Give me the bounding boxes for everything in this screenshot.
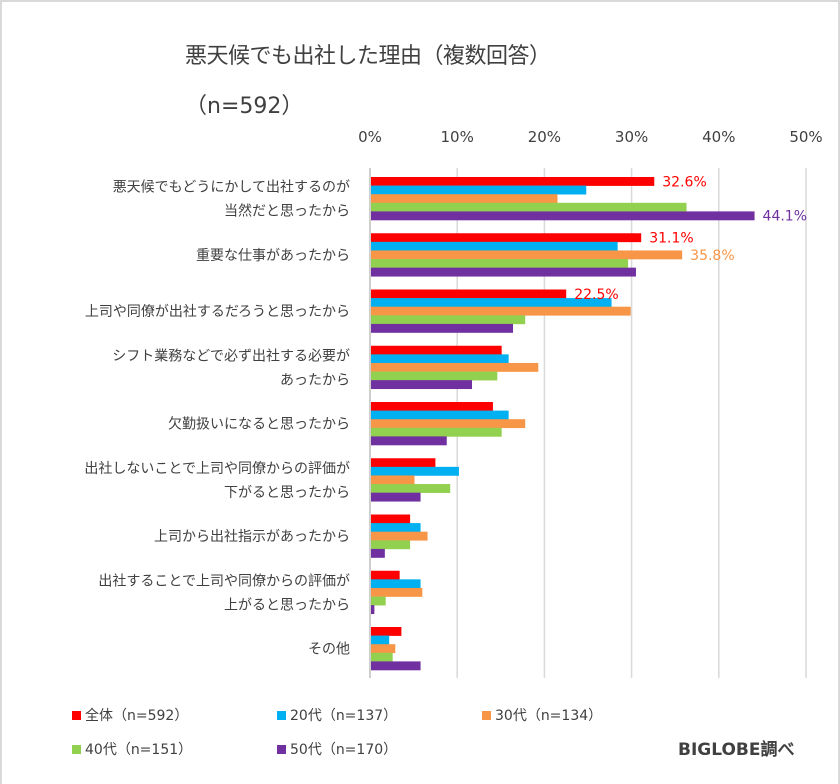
bar [371, 596, 386, 606]
legend-swatch [72, 744, 81, 754]
bar [371, 627, 402, 636]
x-tick-label: 40% [702, 128, 735, 146]
legend-item: 50代（n=170） [277, 739, 397, 759]
bar [371, 540, 411, 550]
x-tick-label: 50% [789, 128, 822, 146]
bar [371, 523, 421, 532]
category-label: 悪天候でもどうにかして出社するのが [113, 180, 350, 196]
category-label: その他 [308, 642, 350, 658]
legend-swatch [72, 710, 81, 720]
bar [371, 514, 411, 524]
bar [371, 419, 526, 429]
bar [371, 458, 436, 468]
legend-item: 40代（n=151） [72, 739, 192, 759]
bar [371, 427, 502, 437]
x-tick-label: 20% [528, 128, 561, 146]
bar [371, 380, 473, 390]
bar [371, 267, 636, 277]
bar [371, 466, 459, 476]
bar [371, 211, 755, 221]
category-label: 上司や同僚が出社するだろうと思ったから [85, 304, 350, 320]
category-label: シフト業務などで必ず出社する必要が [112, 348, 350, 364]
bar [371, 492, 421, 502]
bar [371, 484, 451, 493]
legend-label: 50代（n=170） [290, 742, 398, 758]
bar [371, 371, 498, 381]
bars [371, 177, 755, 671]
category-label: 当然だと思ったから [224, 203, 350, 220]
bar [371, 570, 400, 580]
category-label: あったから [280, 372, 350, 388]
data-label: 44.1% [763, 209, 807, 225]
bar [371, 306, 631, 316]
bar [371, 402, 493, 411]
bar [371, 250, 683, 260]
bar [371, 177, 655, 186]
bar [371, 233, 642, 243]
category-labels: 悪天候でもどうにかして出社するのが当然だと思ったから重要な仕事があったから上司や… [84, 180, 350, 658]
bar [371, 531, 428, 541]
category-label: 重要な仕事があったから [196, 248, 350, 264]
bar [371, 548, 385, 558]
bar [371, 661, 421, 671]
chart-subtitle: （n=592） [185, 94, 304, 119]
data-label: 31.1% [649, 231, 693, 247]
bar [371, 362, 539, 372]
data-label: 35.8% [690, 248, 734, 264]
legend-item: 20代（n=137） [277, 705, 397, 725]
bar [371, 410, 509, 420]
category-label: 下がると思ったから [224, 485, 350, 501]
bar [371, 644, 396, 654]
legend-label: 30代（n=134） [495, 708, 603, 724]
source-note: BIGLOBE調べ [678, 740, 795, 760]
legend-item: 全体（n=592） [72, 705, 188, 725]
x-tick-label: 30% [615, 128, 648, 146]
legend-swatch [482, 710, 491, 720]
x-tick-label: 0% [358, 128, 382, 146]
bar [371, 652, 393, 662]
data-labels: 32.6% 44.1% 31.1%35.8% 22.5% [574, 174, 807, 302]
bar [371, 259, 629, 268]
bar [371, 475, 415, 485]
legend-swatch [277, 710, 286, 720]
legend-label: 40代（n=151） [85, 742, 193, 758]
bar [371, 345, 502, 355]
legend-swatch [277, 744, 286, 754]
category-label: 出社することで上司や同僚からの評価が [98, 573, 350, 589]
category-label: 出社しないことで上司や同僚からの評価が [84, 461, 350, 477]
legend-label: 20代（n=137） [290, 708, 398, 724]
data-label: 32.6% [662, 174, 706, 190]
bar [371, 185, 587, 195]
bar [371, 289, 567, 299]
bar [371, 323, 514, 333]
bar [371, 605, 375, 615]
bar [371, 579, 421, 589]
chart-title: 悪天候でも出社した理由（複数回答） [185, 44, 551, 69]
legend-label: 全体（n=592） [85, 708, 189, 724]
bar [371, 635, 390, 645]
bar [371, 241, 618, 251]
category-label: 上司から出社指示があったから [154, 529, 350, 545]
bar [371, 298, 612, 307]
bar [371, 587, 423, 597]
legend-item: 30代（n=134） [482, 705, 602, 725]
data-label: 22.5% [574, 287, 618, 303]
x-tick-label: 10% [441, 128, 474, 146]
category-label: 上がると思ったから [224, 597, 350, 613]
bar [371, 315, 526, 325]
x-axis-ticks: 0% 10% 20% 30% 40% 50% [358, 128, 823, 146]
bar [371, 436, 447, 446]
bar [371, 194, 558, 204]
bar [371, 354, 509, 364]
bar [371, 202, 687, 212]
category-label: 欠勤扱いになると思ったから [168, 417, 350, 433]
